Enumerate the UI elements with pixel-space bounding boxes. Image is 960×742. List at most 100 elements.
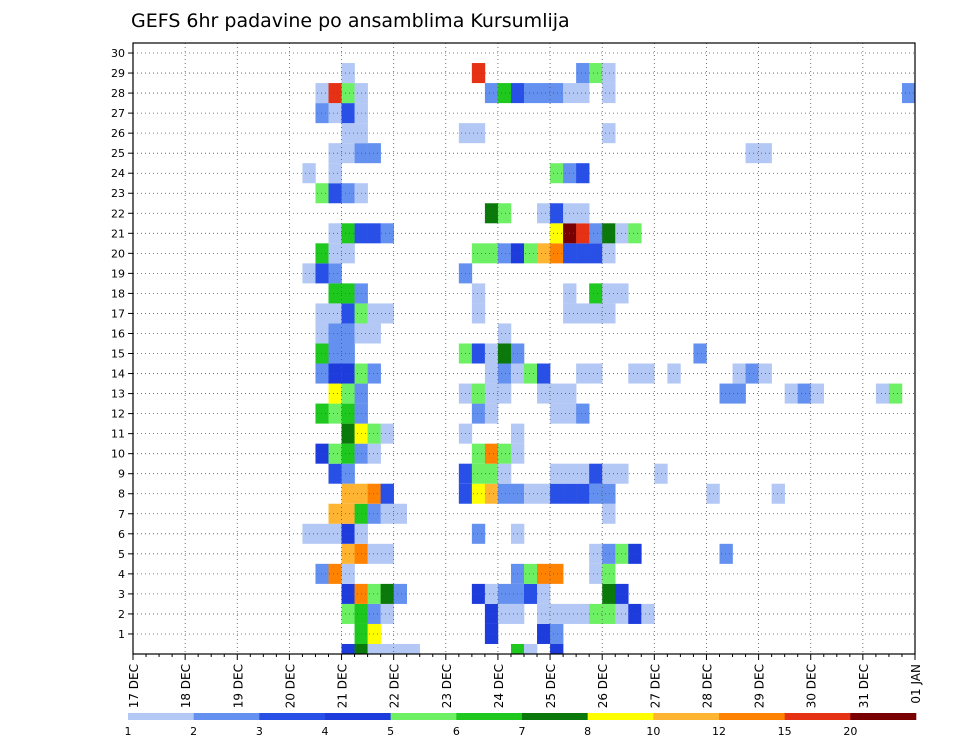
heatmap-cell bbox=[484, 403, 499, 424]
heatmap-cell bbox=[888, 383, 903, 404]
heatmap-cell bbox=[367, 623, 381, 644]
heatmap-cell bbox=[576, 403, 590, 424]
x-tick-label: 18 DEC bbox=[179, 664, 193, 708]
legend-label: 10 bbox=[646, 725, 660, 738]
legend-label: 2 bbox=[190, 725, 197, 738]
heatmap-cell bbox=[471, 583, 486, 604]
heatmap-cell bbox=[550, 623, 564, 644]
heatmap-cell bbox=[328, 183, 342, 204]
heatmap-cell bbox=[745, 143, 759, 164]
x-tick-label: 01 JAN bbox=[909, 664, 923, 704]
y-tick-label: 4 bbox=[118, 568, 125, 581]
heatmap-cell bbox=[484, 603, 499, 624]
heatmap-cell bbox=[641, 603, 655, 624]
heatmap-cell bbox=[628, 603, 642, 624]
heatmap-cell bbox=[484, 483, 499, 504]
heatmap-cell bbox=[537, 83, 551, 104]
heatmap-cell bbox=[589, 483, 603, 504]
heatmap-cell bbox=[341, 83, 355, 104]
heatmap-cell bbox=[315, 523, 329, 544]
chart-title: GEFS 6hr padavine po ansamblima Kursumli… bbox=[131, 10, 570, 32]
y-tick-label: 5 bbox=[118, 548, 125, 561]
heatmap-cell bbox=[471, 243, 486, 264]
heatmap-cell bbox=[380, 603, 394, 624]
legend-swatch bbox=[325, 713, 391, 720]
heatmap-cell bbox=[367, 543, 381, 564]
heatmap-cell bbox=[576, 363, 590, 384]
heatmap-cell bbox=[341, 283, 355, 304]
heatmap-cell bbox=[537, 483, 551, 504]
heatmap-cell bbox=[550, 163, 564, 184]
heatmap-cell bbox=[471, 463, 486, 484]
x-tick-label: 30 DEC bbox=[805, 664, 819, 708]
x-tick-label: 23 DEC bbox=[440, 664, 454, 708]
heatmap-cell bbox=[367, 443, 381, 464]
legend-label: 8 bbox=[584, 725, 591, 738]
heatmap-cell bbox=[550, 483, 564, 504]
heatmap-cell bbox=[537, 603, 551, 624]
heatmap-cell bbox=[367, 303, 381, 324]
y-tick-label: 24 bbox=[111, 167, 125, 180]
heatmap-cell bbox=[550, 603, 564, 624]
x-tick-label: 17 DEC bbox=[127, 664, 141, 708]
heatmap-cell bbox=[901, 83, 916, 104]
heatmap-cell bbox=[628, 223, 642, 244]
heatmap-cell bbox=[550, 83, 564, 104]
legend-swatch bbox=[456, 713, 523, 720]
heatmap-cell bbox=[602, 223, 616, 244]
y-tick-label: 18 bbox=[111, 287, 125, 300]
heatmap-cell bbox=[341, 63, 355, 84]
heatmap-cell bbox=[484, 83, 499, 104]
heatmap-cell bbox=[341, 223, 355, 244]
heatmap-cell bbox=[745, 363, 759, 384]
heatmap-cell bbox=[315, 183, 329, 204]
heatmap-cell bbox=[328, 363, 342, 384]
heatmap-cell bbox=[328, 163, 342, 184]
heatmap-cell bbox=[328, 343, 342, 364]
heatmap-cell bbox=[367, 143, 381, 164]
y-tick-label: 27 bbox=[111, 107, 125, 120]
heatmap-cell bbox=[328, 83, 342, 104]
heatmap-cell bbox=[341, 123, 355, 144]
heatmap-cell bbox=[497, 203, 512, 224]
heatmap-cell bbox=[602, 123, 616, 144]
legend-label: 7 bbox=[519, 725, 526, 738]
heatmap-cell bbox=[471, 63, 486, 84]
heatmap-cell bbox=[367, 423, 381, 444]
heatmap-cell bbox=[328, 303, 342, 324]
heatmap-cell bbox=[497, 343, 512, 364]
heatmap-cell bbox=[341, 503, 355, 524]
heatmap-cell bbox=[550, 643, 564, 654]
heatmap-cell bbox=[471, 483, 486, 504]
heatmap-cell bbox=[497, 83, 512, 104]
heatmap-cell bbox=[328, 103, 342, 124]
heatmap-cell bbox=[693, 343, 707, 364]
heatmap-cell bbox=[641, 363, 655, 384]
heatmap-cell bbox=[341, 423, 355, 444]
x-tick-label: 24 DEC bbox=[492, 664, 506, 708]
heatmap-cell bbox=[628, 363, 642, 384]
heatmap-cell bbox=[537, 203, 551, 224]
x-axis: 17 DEC 18 DEC 19 DEC 20 DEC 21 DEC 22 DEC 23 D… bbox=[127, 654, 923, 708]
heatmap-cell bbox=[550, 383, 564, 404]
heatmap-cell bbox=[524, 363, 538, 384]
heatmap-cell bbox=[576, 303, 590, 324]
heatmap-cell bbox=[719, 383, 733, 404]
heatmap-cell bbox=[576, 223, 590, 244]
heatmap-cell bbox=[341, 103, 355, 124]
heatmap-cell bbox=[380, 483, 394, 504]
heatmap-cell bbox=[341, 143, 355, 164]
heatmap-cell bbox=[602, 463, 616, 484]
x-tick-label: 29 DEC bbox=[753, 664, 767, 708]
heatmap-cell bbox=[771, 483, 785, 504]
heatmap-cell bbox=[576, 603, 590, 624]
y-tick-label: 22 bbox=[111, 207, 125, 220]
heatmap-cell bbox=[367, 483, 381, 504]
heatmap-cell bbox=[328, 263, 342, 284]
heatmap-cell bbox=[484, 443, 499, 464]
legend-swatch bbox=[193, 713, 260, 720]
heatmap-cell bbox=[367, 583, 381, 604]
heatmap-cell bbox=[497, 243, 512, 264]
heatmap-cell bbox=[315, 403, 329, 424]
legend-label: 20 bbox=[843, 725, 857, 738]
